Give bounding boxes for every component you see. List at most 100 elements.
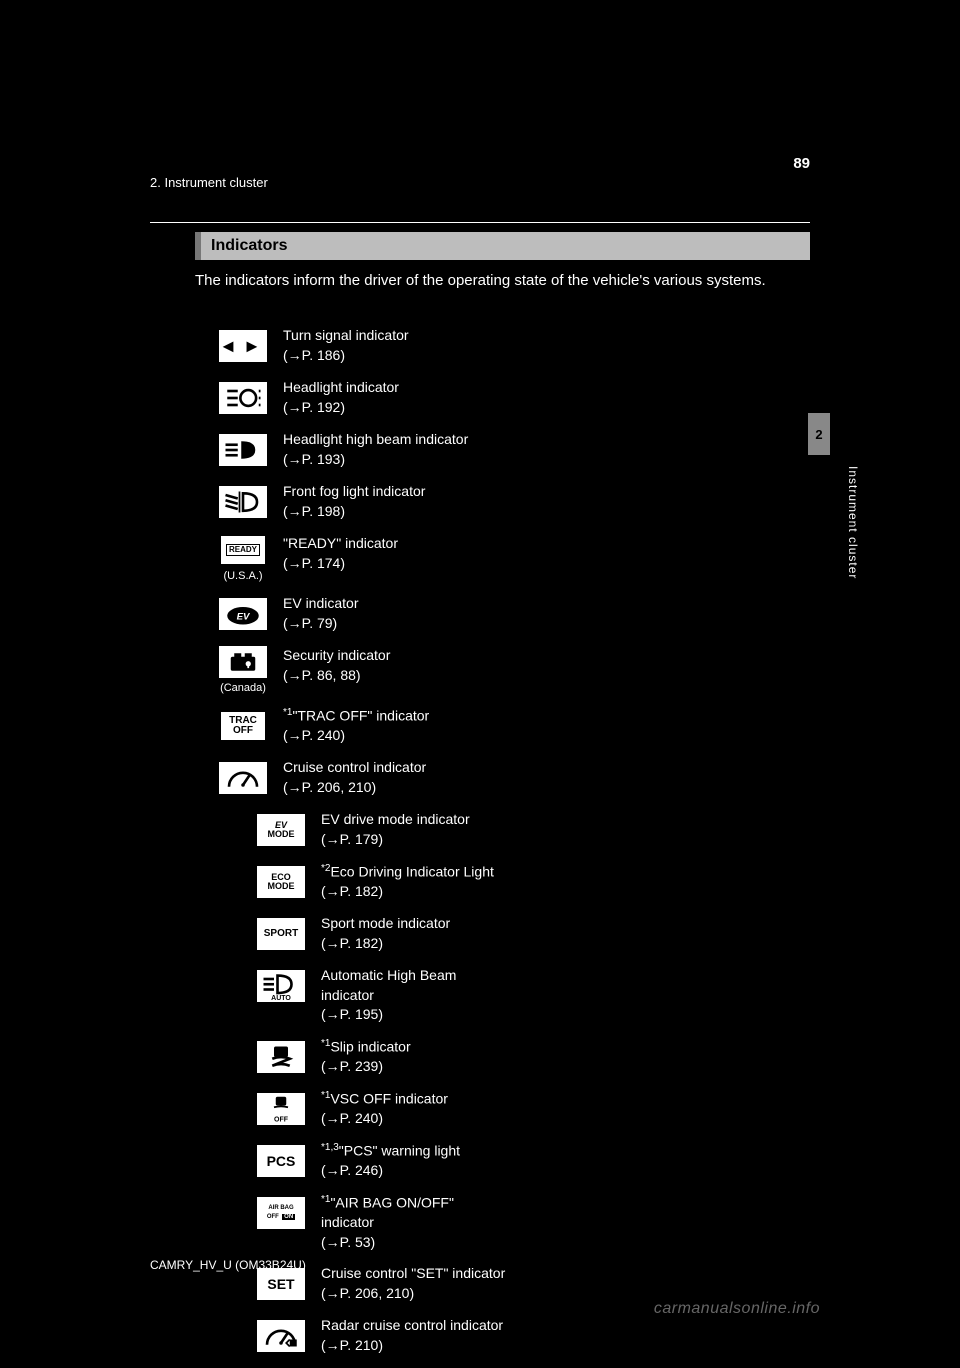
trac-off-icon: TRACOFF (219, 710, 267, 742)
indicator-row: (Canada) Security indicator (→P. 86, 88) (215, 646, 472, 694)
indicator-icon-cell: AIR BAGOFF ON (253, 1193, 309, 1233)
indicator-row: ◄► Turn signal indicator (→P. 186) (215, 326, 472, 366)
indicator-icon-cell (253, 1316, 309, 1356)
ev-mode-icon: EVMODE (257, 814, 305, 846)
indicator-name: Sport mode indicator (321, 915, 450, 931)
icon-region-note: (Canada) (220, 682, 266, 694)
indicator-icon-cell (253, 1037, 309, 1077)
indicator-row: Radar cruise control indicator (→P. 210) (253, 1316, 510, 1356)
indicator-text-cell: Turn signal indicator (→P. 186) (271, 326, 409, 365)
indicator-text-cell: "READY" indicator (→P. 174) (271, 534, 398, 573)
indicators-left-column: ◄► Turn signal indicator (→P. 186) Headl… (215, 326, 472, 810)
indicator-page-ref: (→P. 206, 210) (321, 1285, 414, 1301)
indicator-row: Headlight indicator (→P. 192) (215, 378, 472, 418)
icon-region-note: (U.S.A.) (223, 570, 262, 582)
section-intro: The indicators inform the driver of the … (195, 272, 766, 289)
radar-cruise-icon (257, 1320, 305, 1352)
indicator-icon-cell: ECOMODE (253, 862, 309, 902)
indicator-text-cell: *1"TRAC OFF" indicator (→P. 240) (271, 706, 429, 746)
indicators-table: ◄► Turn signal indicator (→P. 186) Headl… (215, 326, 770, 1368)
indicator-icon-cell (215, 378, 271, 418)
indicator-page-ref: (→P. 86, 88) (283, 667, 361, 683)
indicator-row: PCS *1,3"PCS" warning light (→P. 246) (253, 1141, 510, 1181)
turn-signal-icon: ◄► (219, 330, 267, 362)
indicator-text-cell: *1Slip indicator (→P. 239) (309, 1037, 411, 1077)
indicator-text-cell: Automatic High Beam indicator (→P. 195) (309, 966, 510, 1025)
indicator-page-ref: (→P. 246) (321, 1162, 383, 1178)
indicator-icon-cell: EVMODE (253, 810, 309, 850)
indicator-name: Front fog light indicator (283, 483, 425, 499)
indicator-row: TRACOFF *1"TRAC OFF" indicator (→P. 240) (215, 706, 472, 746)
indicator-name: Headlight indicator (283, 379, 399, 395)
pcs-icon: PCS (257, 1145, 305, 1177)
indicator-text-cell: *1VSC OFF indicator (→P. 240) (309, 1089, 448, 1129)
airbag-icon: AIR BAGOFF ON (257, 1197, 305, 1229)
indicator-icon-cell: OFF (253, 1089, 309, 1129)
indicator-text-cell: Sport mode indicator (→P. 182) (309, 914, 450, 953)
indicator-text-cell: Front fog light indicator (→P. 198) (271, 482, 425, 521)
indicator-text-cell: Security indicator (→P. 86, 88) (271, 646, 390, 685)
indicator-icon-cell: SPORT (253, 914, 309, 954)
indicator-row: EVMODE EV drive mode indicator (→P. 179) (253, 810, 510, 850)
indicator-name: Radar cruise control indicator (321, 1317, 503, 1333)
indicator-name: EV drive mode indicator (321, 811, 470, 827)
indicator-name: "READY" indicator (283, 535, 398, 551)
indicator-text-cell: *2Eco Driving Indicator Light (→P. 182) (309, 862, 494, 902)
indicator-page-ref: (→P. 186) (283, 347, 345, 363)
indicator-name: Security indicator (283, 647, 390, 663)
high-beam-icon (219, 434, 267, 466)
indicator-row: OFF *1VSC OFF indicator (→P. 240) (253, 1089, 510, 1129)
indicator-page-ref: (→P. 174) (283, 555, 345, 571)
indicator-row: SPORT Sport mode indicator (→P. 182) (253, 914, 510, 954)
indicator-page-ref: (→P. 210) (321, 1337, 383, 1353)
indicator-page-ref: (→P. 182) (321, 883, 383, 899)
indicator-name: Eco Driving Indicator Light (330, 864, 493, 880)
headlight-icon (219, 382, 267, 414)
sport-icon: SPORT (257, 918, 305, 950)
vsc-off-icon: OFF (257, 1093, 305, 1125)
indicator-text-cell: Radar cruise control indicator (→P. 210) (309, 1316, 503, 1355)
indicator-row: *1Slip indicator (→P. 239) (253, 1037, 510, 1077)
indicator-row: Cruise control indicator (→P. 206, 210) (215, 758, 472, 798)
indicator-row: Headlight high beam indicator (→P. 193) (215, 430, 472, 470)
svg-text:AUTO: AUTO (271, 995, 291, 1000)
indicator-text-cell: Cruise control indicator (→P. 206, 210) (271, 758, 426, 797)
indicator-page-ref: (→P. 193) (283, 451, 345, 467)
indicator-icon-cell: EV (215, 594, 271, 634)
chapter-tab: 2 (808, 413, 830, 455)
indicator-page-ref: (→P. 240) (283, 727, 345, 743)
section-title: Indicators (211, 237, 287, 255)
footnote-ref: *1,3 (321, 1142, 339, 1153)
indicator-page-ref: (→P. 192) (283, 399, 345, 415)
indicator-name: Cruise control indicator (283, 759, 426, 775)
indicator-row: READY(U.S.A.) "READY" indicator (→P. 174… (215, 534, 472, 582)
set-icon: SET (257, 1268, 305, 1300)
indicator-icon-cell: READY(U.S.A.) (215, 534, 271, 582)
indicator-name: Turn signal indicator (283, 327, 409, 343)
indicator-name: Cruise control "SET" indicator (321, 1265, 505, 1281)
manual-page: 89 2. Instrument cluster Indicators The … (0, 0, 960, 1358)
eco-mode-icon: ECOMODE (257, 866, 305, 898)
indicator-name: "TRAC OFF" indicator (292, 708, 429, 724)
cruise-icon (219, 762, 267, 794)
indicator-page-ref: (→P. 182) (321, 935, 383, 951)
ev-icon: EV (219, 598, 267, 630)
section-title-bar: Indicators (195, 232, 810, 260)
indicator-page-ref: (→P. 240) (321, 1110, 383, 1126)
indicator-text-cell: *1"AIR BAG ON/OFF" indicator (→P. 53) (309, 1193, 510, 1252)
indicator-icon-cell: PCS (253, 1141, 309, 1181)
indicator-icon-cell (215, 430, 271, 470)
watermark: carmanualsonline.info (654, 1300, 820, 1318)
indicator-icon-cell: (Canada) (215, 646, 271, 694)
indicator-name: Automatic High Beam indicator (321, 967, 456, 1003)
header-divider (150, 222, 810, 223)
indicator-name: VSC OFF indicator (330, 1090, 447, 1106)
indicator-row: Front fog light indicator (→P. 198) (215, 482, 472, 522)
indicator-row: ECOMODE *2Eco Driving Indicator Light (→… (253, 862, 510, 902)
page-number: 89 (793, 155, 810, 172)
indicator-name: "PCS" warning light (339, 1142, 460, 1158)
indicator-icon-cell (215, 482, 271, 522)
indicator-text-cell: EV drive mode indicator (→P. 179) (309, 810, 470, 849)
svg-text:EV: EV (237, 611, 251, 622)
svg-text:OFF: OFF (274, 1116, 289, 1123)
